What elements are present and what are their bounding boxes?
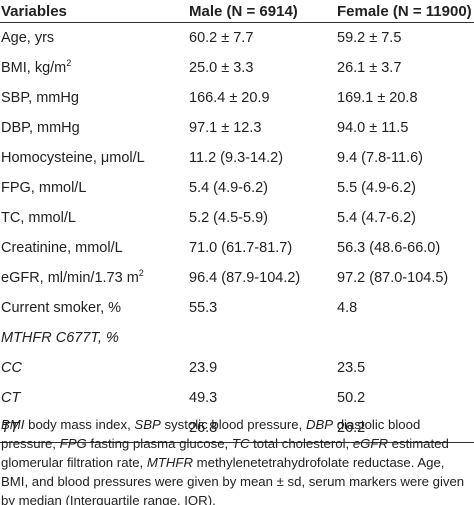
row-label: TC, mmol/L bbox=[0, 203, 188, 233]
characteristics-table: Variables Male (N = 6914) Female (N = 11… bbox=[0, 0, 474, 443]
footnote-text: body mass index, bbox=[24, 417, 135, 432]
row-label-superscript: 2 bbox=[138, 268, 144, 279]
row-label-text: Creatinine, mmol/L bbox=[1, 240, 123, 256]
row-label-text: Homocysteine, μmol/L bbox=[1, 150, 145, 166]
table-header-row: Variables Male (N = 6914) Female (N = 11… bbox=[0, 0, 474, 23]
female-value: 26.2 bbox=[336, 413, 474, 443]
female-value: 97.2 (87.0-104.5) bbox=[337, 270, 449, 286]
male-value: 97.1 ± 12.3 bbox=[189, 120, 262, 136]
row-label-text: MTHFR C677T, % bbox=[1, 330, 119, 346]
table-row: MTHFR C677T, % bbox=[0, 323, 474, 353]
row-label: FPG, mmol/L bbox=[0, 173, 188, 203]
row-label-text: eGFR, ml/min/1.73 m bbox=[1, 270, 139, 286]
footnote-text: methylenetetrahydrofolate reductase. Age… bbox=[1, 455, 465, 505]
male-value: 96.4 (87.9-104.2) bbox=[189, 270, 301, 286]
male-value: 71.0 (61.7-81.7) bbox=[189, 240, 293, 256]
footnote-abbreviation: BMI bbox=[1, 417, 25, 432]
female-value: 56.3 (48.6-66.0) bbox=[337, 240, 441, 256]
row-label: eGFR, ml/min/1.73 m2 bbox=[0, 263, 188, 293]
table-body: Age, yrs 60.2 ± 7.7 59.2 ± 7.5 BMI, kg/m2 25… bbox=[0, 23, 474, 443]
table-row: Age, yrs 60.2 ± 7.7 59.2 ± 7.5 bbox=[0, 23, 474, 54]
row-label-text: DBP, mmHg bbox=[1, 120, 80, 136]
row-label: CC bbox=[0, 353, 188, 383]
row-label: DBP, mmHg bbox=[0, 113, 188, 143]
row-label: BMI, kg/m2 bbox=[0, 53, 188, 83]
footnote-text: diastolic blood pressure, bbox=[1, 417, 421, 451]
female-value: 4.8 bbox=[337, 300, 358, 316]
male-value: 55.3 bbox=[189, 300, 218, 316]
male-value: 11.2 (9.3-14.2) bbox=[189, 150, 284, 166]
male-value: 5.2 (4.5-5.9) bbox=[189, 210, 268, 226]
female-value: 59.2 ± 7.5 bbox=[337, 30, 402, 46]
row-label: TT bbox=[0, 413, 188, 443]
footnote-abbreviation: TC bbox=[231, 436, 250, 451]
row-label-text: SBP, mmHg bbox=[1, 90, 79, 106]
row-label-text: Current smoker, % bbox=[1, 300, 122, 316]
footnote-abbreviation: eGFR bbox=[352, 436, 389, 451]
table-row: Homocysteine, μmol/L 11.2 (9.3-14.2) 9.4 (… bbox=[0, 143, 474, 173]
male-value bbox=[188, 323, 336, 353]
table-row: SBP, mmHg 166.4 ± 20.9 169.1 ± 20.8 bbox=[0, 83, 474, 113]
row-label-text: CT bbox=[1, 390, 21, 406]
table-row: Current smoker, % 55.3 4.8 bbox=[0, 293, 474, 323]
table-footnote: BMI body mass index, SBP systolic blood … bbox=[1, 415, 469, 505]
row-label: Creatinine, mmol/L bbox=[0, 233, 188, 263]
footnote-text: systolic blood pressure, bbox=[160, 417, 306, 432]
row-label: CT bbox=[0, 383, 188, 413]
male-value: 26.8 bbox=[188, 413, 336, 443]
footnote-text: estimated glomerular filtration rate, bbox=[1, 436, 449, 470]
female-value: 26.1 ± 3.7 bbox=[337, 60, 402, 76]
table-row: CT 49.3 50.2 bbox=[0, 383, 474, 413]
header-male: Male (N = 6914) bbox=[188, 0, 336, 23]
row-label-text: CC bbox=[1, 360, 22, 376]
table-row: CC 23.9 23.5 bbox=[0, 353, 474, 383]
row-label: SBP, mmHg bbox=[0, 83, 188, 113]
row-label-text: BMI, kg/m bbox=[1, 60, 67, 76]
row-label: Homocysteine, μmol/L bbox=[0, 143, 188, 173]
table-row: DBP, mmHg 97.1 ± 12.3 94.0 ± 11.5 bbox=[0, 113, 474, 143]
footnote-abbreviation: MTHFR bbox=[146, 455, 194, 470]
row-label-text: FPG, mmol/L bbox=[1, 180, 87, 196]
row-label: Age, yrs bbox=[0, 23, 188, 54]
male-value: 25.0 ± 3.3 bbox=[189, 60, 254, 76]
male-value: 5.4 (4.9-6.2) bbox=[189, 180, 268, 196]
row-label-superscript: 2 bbox=[66, 58, 72, 69]
female-value: 94.0 ± 11.5 bbox=[337, 120, 409, 136]
row-label-text: TT bbox=[1, 419, 19, 436]
footnote-text: total cholesterol, bbox=[249, 436, 353, 451]
row-label-text: TC, mmol/L bbox=[1, 210, 76, 226]
female-value: 50.2 bbox=[337, 390, 366, 406]
table-row: BMI, kg/m2 25.0 ± 3.3 26.1 ± 3.7 bbox=[0, 53, 474, 83]
row-label-text: Age, yrs bbox=[1, 30, 55, 46]
footnote-abbreviation: DBP bbox=[305, 417, 334, 432]
male-value: 49.3 bbox=[189, 390, 218, 406]
male-value: 60.2 ± 7.7 bbox=[189, 30, 254, 46]
table-row: Creatinine, mmol/L 71.0 (61.7-81.7) 56.3 (… bbox=[0, 233, 474, 263]
table-row: TC, mmol/L 5.2 (4.5-5.9) 5.4 (4.7-6.2) bbox=[0, 203, 474, 233]
header-variables: Variables bbox=[0, 0, 188, 23]
footnote-abbreviation: SBP bbox=[134, 417, 161, 432]
female-value: 169.1 ± 20.8 bbox=[337, 90, 418, 106]
footnote-abbreviation: FPG bbox=[59, 436, 87, 451]
footnote-text: fasting plasma glucose, bbox=[86, 436, 232, 451]
row-label: Current smoker, % bbox=[0, 293, 188, 323]
table-row: eGFR, ml/min/1.73 m2 96.4 (87.9-104.2) 97.… bbox=[0, 263, 474, 293]
header-female: Female (N = 11900) bbox=[336, 0, 474, 23]
table-row: TT 26.8 26.2 bbox=[0, 413, 474, 443]
row-label: MTHFR C677T, % bbox=[0, 323, 188, 353]
female-value: 5.5 (4.9-6.2) bbox=[337, 180, 416, 196]
female-value bbox=[336, 323, 474, 353]
table-row: FPG, mmol/L 5.4 (4.9-6.2) 5.5 (4.9-6.2) bbox=[0, 173, 474, 203]
male-value: 23.9 bbox=[189, 360, 218, 376]
female-value: 9.4 (7.8-11.6) bbox=[337, 150, 423, 166]
female-value: 5.4 (4.7-6.2) bbox=[337, 210, 416, 226]
male-value: 166.4 ± 20.9 bbox=[189, 90, 270, 106]
female-value: 23.5 bbox=[337, 360, 366, 376]
